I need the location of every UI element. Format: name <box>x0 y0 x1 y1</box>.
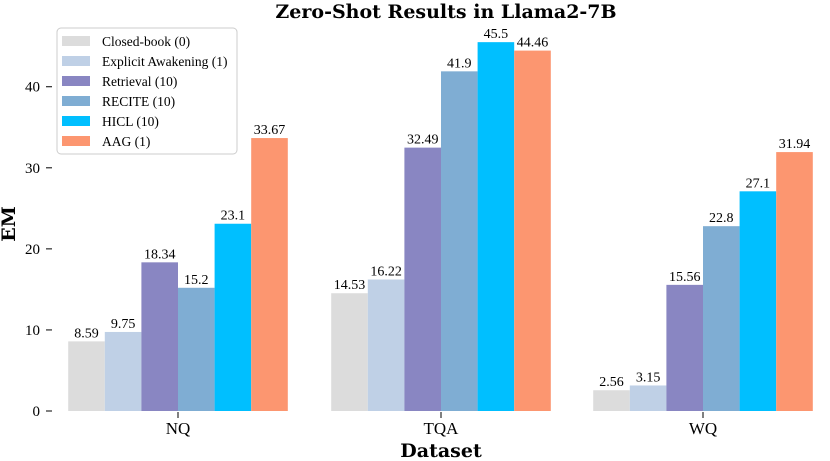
bar-value-label: 14.53 <box>334 278 366 293</box>
legend-label: AAG (1) <box>102 134 150 149</box>
legend-swatch <box>62 136 90 146</box>
bar <box>593 390 630 411</box>
bar-value-label: 31.94 <box>779 137 811 152</box>
bar <box>404 147 441 412</box>
legend-label: Explicit Awakening (1) <box>102 54 227 69</box>
bar <box>703 226 740 411</box>
bar-value-label: 41.9 <box>447 56 472 71</box>
bar <box>666 284 703 411</box>
legend-swatch <box>62 56 90 66</box>
legend-label: Retrieval (10) <box>102 74 177 89</box>
y-axis-ticks: 0 10 20 30 40 <box>25 80 52 420</box>
legend-label: Closed-book (0) <box>102 34 190 49</box>
bar-value-label: 18.34 <box>144 247 176 262</box>
bar <box>477 42 515 411</box>
bar <box>514 50 551 412</box>
bar <box>178 287 215 411</box>
bar-value-label: 22.8 <box>709 211 734 226</box>
legend: Closed-book (0) Explicit Awakening (1) Ret… <box>56 27 238 155</box>
bar-value-label: 33.67 <box>254 123 286 138</box>
bar-value-label: 15.2 <box>184 273 209 288</box>
y-tick-label: 20 <box>25 242 40 258</box>
y-tick-label: 30 <box>25 161 40 177</box>
bar <box>214 223 252 411</box>
bar-value-label: 2.56 <box>599 375 624 390</box>
bar <box>441 71 478 411</box>
bar-value-label: 23.1 <box>221 209 246 224</box>
bar <box>68 341 105 411</box>
legend-swatch <box>62 116 90 126</box>
legend-swatch <box>62 76 90 86</box>
x-tick-label: WQ <box>689 419 717 438</box>
legend-swatch <box>62 36 90 46</box>
bar <box>776 152 813 411</box>
bar <box>141 262 178 411</box>
legend-label: RECITE (10) <box>102 94 175 109</box>
y-axis-label: EM <box>0 206 20 242</box>
bar-value-label: 44.46 <box>517 36 549 51</box>
bar <box>104 331 142 411</box>
y-tick-label: 10 <box>25 323 40 339</box>
legend-frame <box>56 27 238 155</box>
bar <box>251 138 288 411</box>
chart-title: Zero-Shot Results in Llama2-7B <box>275 1 616 23</box>
bar-value-label: 15.56 <box>669 270 701 285</box>
bar-value-label: 32.49 <box>407 133 439 148</box>
y-tick-label: 40 <box>25 80 40 96</box>
bar <box>331 293 368 411</box>
bar-value-label: 27.1 <box>746 176 771 191</box>
bar-value-label: 3.15 <box>636 370 661 385</box>
x-axis-ticks: NQ TQA WQ <box>166 412 717 438</box>
value-labels: 8.59 14.53 2.56 9.75 16.22 3.15 18.34 32.49 15.5… <box>74 27 810 390</box>
bar-value-label: 45.5 <box>484 27 509 42</box>
bar-value-label: 9.75 <box>111 317 136 332</box>
bar-value-label: 16.22 <box>370 265 402 280</box>
legend-label: HICL (10) <box>102 114 159 129</box>
bar-value-label: 8.59 <box>74 326 99 341</box>
legend-swatch <box>62 96 90 106</box>
bar <box>367 279 405 411</box>
x-tick-label: NQ <box>166 419 191 438</box>
y-tick-label: 0 <box>33 404 41 420</box>
x-tick-label: TQA <box>424 419 460 438</box>
bars <box>68 42 813 412</box>
bar <box>739 191 777 411</box>
bar <box>629 385 667 411</box>
x-axis-label: Dataset <box>400 440 482 461</box>
